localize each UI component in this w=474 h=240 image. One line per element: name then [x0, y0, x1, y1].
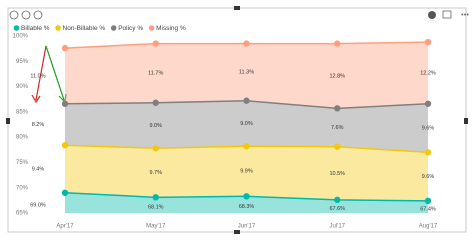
value-label: 67.4% — [420, 206, 436, 212]
point — [334, 105, 341, 112]
y-tick-label: 65% — [16, 211, 29, 217]
areas — [65, 42, 428, 213]
value-label: 67.6% — [329, 206, 345, 212]
point — [243, 193, 250, 200]
y-tick-label: 70% — [16, 185, 29, 191]
point — [61, 189, 69, 196]
point — [61, 142, 69, 149]
point — [424, 38, 432, 46]
value-label: 12.2% — [420, 70, 436, 76]
red-arrow — [35, 45, 47, 101]
y-tick-label: 100% — [13, 34, 29, 40]
value-label: 68.1% — [148, 205, 164, 211]
point — [152, 194, 159, 201]
point — [243, 97, 250, 104]
legend-label: Non-Billable % — [63, 25, 106, 32]
point — [424, 149, 432, 156]
point — [334, 196, 341, 204]
value-label: 9.6% — [422, 174, 435, 180]
value-label: 68.3% — [239, 204, 255, 210]
value-label: 7.6% — [331, 125, 344, 131]
value-label: 8.2% — [32, 122, 45, 128]
y-tick-label: 75% — [16, 160, 29, 166]
point — [334, 143, 341, 150]
more-icon[interactable]: ⋯ — [461, 10, 470, 20]
legend-marker — [110, 25, 117, 31]
x-tick-label: Aug'17 — [419, 224, 438, 230]
focus-icon[interactable] — [442, 10, 452, 19]
value-labels: 69.0% 68.1% 68.3% 67.6% 67.4% 9.4% 9.7% 9.9% 10.… — [30, 70, 436, 213]
x-tick-label: Jul'17 — [330, 224, 346, 230]
x-tick-label: May'17 — [146, 224, 166, 230]
red-arrowhead — [31, 94, 41, 104]
y-tick-label: 90% — [16, 84, 29, 90]
legend-label: Missing % — [156, 25, 186, 32]
annotation-arrows — [31, 45, 67, 104]
legend-marker — [55, 25, 61, 31]
value-label: 11.7% — [148, 71, 163, 77]
area — [65, 145, 428, 201]
y-tick-label: 80% — [16, 135, 29, 141]
point — [243, 40, 250, 47]
drill-icon[interactable] — [9, 10, 19, 20]
area — [65, 100, 428, 153]
value-label: 12.8% — [329, 73, 345, 79]
point — [152, 145, 159, 152]
visual-border — [7, 7, 467, 233]
y-tick-label: 95% — [16, 59, 29, 65]
value-label: 11.0% — [30, 73, 45, 79]
point — [424, 197, 432, 205]
value-label: 11.3% — [239, 70, 254, 76]
export-icon[interactable] — [428, 11, 436, 19]
x-tick-label: Apr'17 — [56, 224, 74, 230]
value-label: 9.0% — [149, 123, 162, 129]
legend-label: Policy % — [118, 25, 143, 32]
value-label: 9.7% — [149, 170, 162, 176]
green-arrow — [45, 45, 65, 101]
value-label: 9.0% — [240, 121, 253, 127]
resize-handle[interactable] — [6, 118, 10, 124]
y-tick-label: 85% — [16, 109, 29, 115]
legend-label: Billable % — [21, 25, 50, 32]
points — [61, 38, 432, 205]
resize-handle[interactable] — [234, 6, 240, 10]
point — [243, 143, 250, 150]
resize-handle[interactable] — [234, 230, 240, 234]
value-label: 9.4% — [32, 166, 45, 172]
resize-handle[interactable] — [464, 118, 468, 124]
point — [152, 40, 159, 47]
header-icons: ⋯ — [9, 10, 470, 20]
drill-icon[interactable] — [21, 10, 31, 20]
legend-marker — [148, 25, 155, 31]
value-label: 69.0% — [30, 202, 46, 208]
point — [334, 40, 341, 47]
point — [152, 99, 159, 106]
value-label: 9.6% — [422, 125, 435, 131]
point — [61, 100, 69, 107]
point — [424, 100, 432, 107]
drill-icon[interactable] — [33, 10, 43, 20]
area — [65, 42, 428, 109]
point — [61, 44, 69, 52]
value-label: 10.5% — [329, 171, 345, 177]
legend-marker — [13, 25, 20, 31]
x-tick-label: Jun'17 — [238, 224, 256, 230]
value-label: 9.9% — [240, 169, 253, 175]
